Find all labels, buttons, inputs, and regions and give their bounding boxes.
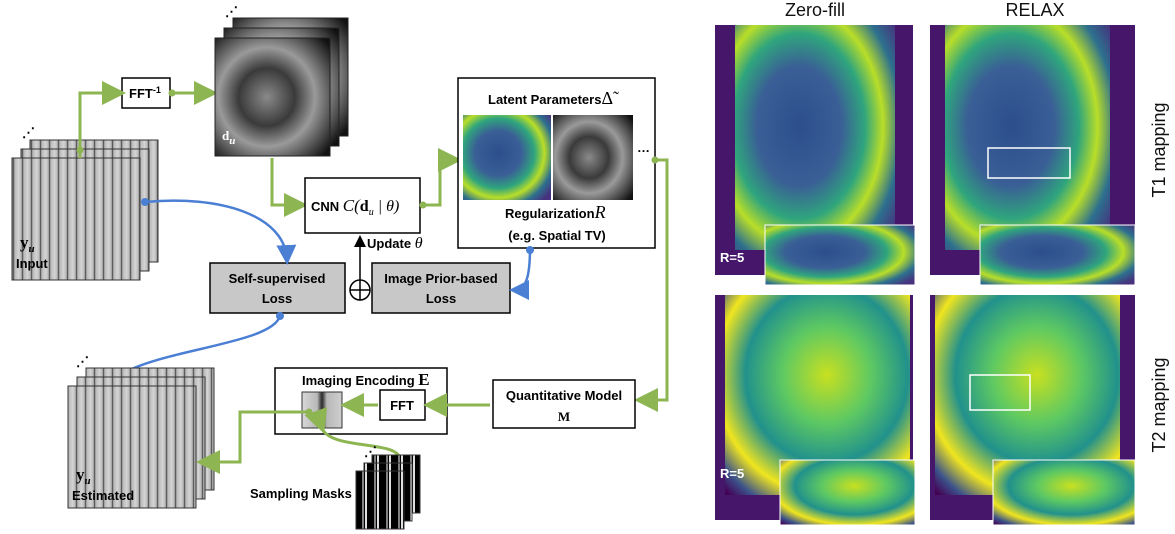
node [420, 202, 427, 209]
superscript: -1 [153, 85, 161, 95]
text: Regularization [505, 206, 595, 221]
symbol: θ [415, 235, 423, 252]
loss-label: Image Prior-based [384, 271, 497, 286]
latent-map [463, 115, 551, 200]
loss-label: Loss [262, 291, 292, 306]
node [169, 90, 176, 97]
update-label: Update θ [367, 235, 423, 252]
acceleration-label: R=5 [720, 250, 744, 265]
subscript: u [229, 135, 235, 147]
formula: C( [343, 196, 361, 215]
model-symbol: M [558, 409, 570, 424]
subscript: u [85, 475, 91, 487]
row-header: T2 mapping [1149, 357, 1169, 452]
t1-zero-fill [715, 25, 915, 285]
ellipsis: ⋰ [22, 125, 35, 140]
text: Imaging Encoding [302, 373, 415, 388]
node [652, 157, 659, 164]
node [526, 246, 534, 254]
t2-zero-fill [715, 295, 915, 525]
rect [980, 225, 1135, 285]
latent-map [553, 115, 633, 200]
rect [780, 460, 915, 525]
formula: d [360, 198, 369, 215]
rect [356, 471, 404, 529]
regularization-example: (e.g. Spatial TV) [508, 228, 606, 243]
t2-relax [930, 295, 1135, 525]
connector [420, 160, 456, 205]
mask-stack: ⋰ [356, 444, 420, 529]
encoding-title: Imaging Encoding E [302, 370, 430, 389]
sampling-masks-label: Sampling Masks [250, 486, 352, 501]
ellipsis: ⋰ [364, 444, 377, 459]
ellipsis: ⋰ [76, 354, 89, 369]
loss-arrow [145, 201, 287, 260]
text: CNN [311, 199, 339, 214]
node [141, 198, 149, 206]
symbol: R [594, 202, 606, 222]
model-title: Quantitative Model [506, 388, 622, 403]
rect [735, 25, 895, 250]
loss-label: Loss [426, 291, 456, 306]
node [276, 312, 284, 320]
node [306, 409, 313, 416]
row-header: T1 mapping [1149, 102, 1169, 197]
ellipsis: ⋰ [225, 4, 238, 19]
node [77, 147, 84, 154]
symbol: E [418, 370, 429, 389]
fft-label: FFT [390, 398, 414, 413]
formula: | θ) [374, 198, 400, 215]
acceleration-label: R=5 [720, 466, 744, 481]
text: Latent Parameters [488, 92, 601, 107]
figure: ⋰ yu Input FFT-1 ⋰ du CNN C(du | θ) Late… [0, 0, 1175, 534]
text: FFT [129, 86, 153, 101]
rect [945, 25, 1110, 250]
subscript: u [29, 243, 35, 255]
column-header: RELAX [1005, 0, 1064, 20]
ellipsis: … [637, 140, 650, 155]
t1-relax [930, 25, 1135, 285]
input-label: Input [16, 256, 48, 271]
rect [993, 460, 1135, 525]
loss-label: Self-supervised [229, 271, 326, 286]
estimated-label: Estimated [72, 488, 134, 503]
text: Update [367, 236, 411, 251]
du-stack: ⋰ [215, 4, 348, 156]
column-header: Zero-fill [785, 0, 845, 20]
loss-arrow [514, 248, 530, 290]
connector [272, 158, 302, 205]
rect [765, 225, 915, 285]
